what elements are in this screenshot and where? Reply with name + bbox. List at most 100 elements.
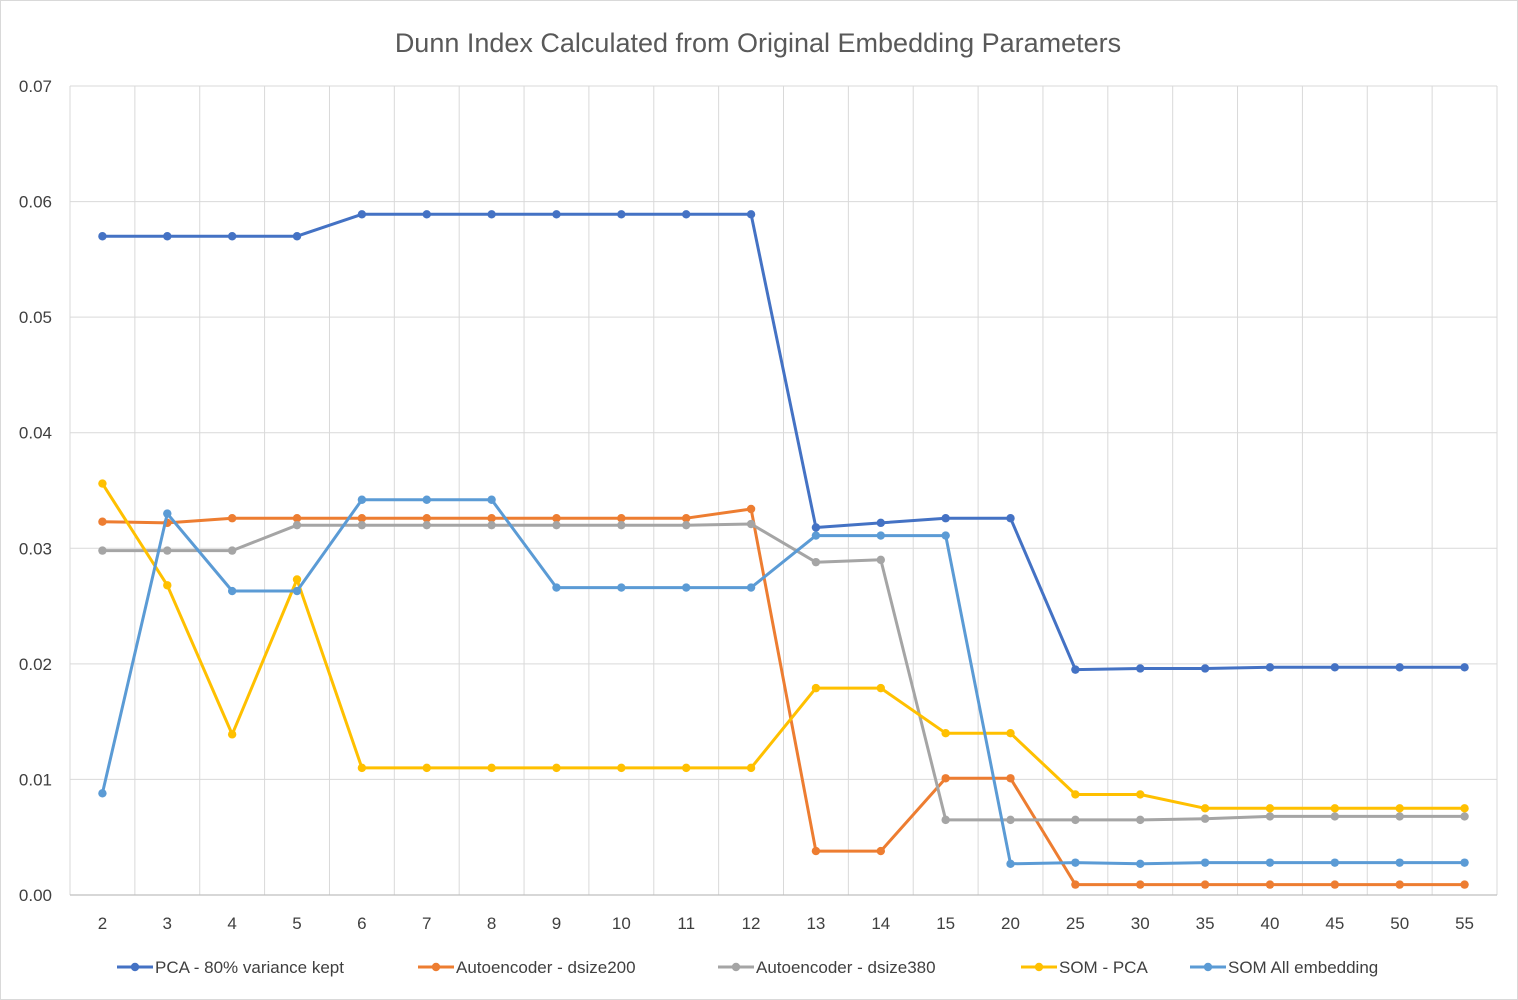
data-point <box>487 514 496 523</box>
legend-label: Autoencoder - dsize200 <box>456 958 636 977</box>
legend-swatch-marker <box>731 962 741 972</box>
data-point <box>1330 663 1340 672</box>
data-point <box>487 763 496 773</box>
data-point <box>487 495 496 504</box>
x-tick-label: 6 <box>357 914 366 933</box>
data-point <box>682 763 691 773</box>
data-point <box>552 514 561 523</box>
data-point <box>1265 663 1275 672</box>
data-point <box>1006 514 1015 523</box>
data-point <box>1006 774 1015 783</box>
series-4 <box>98 479 1469 813</box>
data-point <box>163 509 172 518</box>
data-point <box>1200 880 1210 889</box>
legend: PCA - 80% variance kept Autoencoder - dsi… <box>117 958 1378 977</box>
series-line <box>100 498 1465 866</box>
data-point <box>811 683 821 693</box>
gridlines <box>69 85 1498 895</box>
data-point <box>422 520 431 530</box>
data-point <box>292 232 302 241</box>
data-point <box>941 531 950 540</box>
data-point <box>357 520 367 530</box>
x-tick-label: 50 <box>1390 914 1409 933</box>
series-2 <box>98 504 1469 889</box>
data-point <box>617 514 626 523</box>
legend-label: Autoencoder - dsize380 <box>756 958 936 977</box>
data-point <box>357 763 367 773</box>
data-point <box>227 586 237 596</box>
data-point <box>422 495 431 504</box>
data-point <box>682 514 691 523</box>
data-point <box>1330 880 1340 889</box>
data-point <box>1136 859 1145 868</box>
y-tick-label: 0.05 <box>19 308 52 327</box>
data-point <box>746 504 756 514</box>
data-point <box>1460 663 1469 672</box>
legend-label: SOM - PCA <box>1059 958 1148 977</box>
legend-swatch-marker <box>431 962 441 972</box>
data-point <box>746 210 756 219</box>
data-point <box>876 531 885 540</box>
data-point <box>1200 858 1210 867</box>
data-point <box>1395 858 1404 867</box>
data-point <box>163 232 172 241</box>
data-point <box>1395 880 1404 889</box>
data-point <box>292 514 302 523</box>
data-point <box>811 557 821 567</box>
x-tick-label: 15 <box>936 914 955 933</box>
data-point <box>1200 804 1210 813</box>
data-point <box>487 520 496 530</box>
data-point <box>682 210 691 219</box>
chart-title: Dunn Index Calculated from Original Embe… <box>395 28 1121 58</box>
y-tick-label: 0.03 <box>19 539 52 558</box>
x-tick-label: 11 <box>677 914 695 933</box>
data-point <box>1136 815 1145 825</box>
data-point <box>357 495 367 504</box>
x-tick-label: 30 <box>1131 914 1150 933</box>
x-tick-label: 12 <box>742 914 761 933</box>
legend-entry: Autoencoder - dsize200 <box>418 958 636 977</box>
x-tick-label: 13 <box>806 914 825 933</box>
legend-entry: Autoencoder - dsize380 <box>718 958 936 977</box>
x-tick-label: 2 <box>98 914 107 933</box>
data-point <box>357 210 367 219</box>
y-tick-label: 0.01 <box>19 770 52 789</box>
data-point <box>941 514 950 523</box>
data-point <box>746 583 756 592</box>
data-point <box>98 479 107 488</box>
data-point <box>876 518 885 528</box>
data-point <box>1330 804 1340 813</box>
data-point <box>941 729 950 738</box>
data-point <box>746 763 756 773</box>
data-point <box>163 581 172 590</box>
x-tick-label: 14 <box>871 914 890 933</box>
data-point <box>1071 665 1080 674</box>
data-point <box>811 531 821 540</box>
data-point <box>1460 804 1469 813</box>
data-point <box>227 730 237 739</box>
x-tick-label: 10 <box>612 914 631 933</box>
data-point <box>1330 858 1340 867</box>
legend-swatch-marker <box>1203 962 1213 972</box>
data-point <box>98 232 107 241</box>
data-point <box>1136 790 1145 799</box>
x-tick-label: 55 <box>1455 914 1474 933</box>
data-point <box>1395 812 1404 821</box>
y-tick-label: 0.02 <box>19 655 52 674</box>
x-tick-label: 40 <box>1261 914 1280 933</box>
x-tick-label: 7 <box>422 914 431 933</box>
data-point <box>98 789 107 798</box>
data-point <box>292 520 302 530</box>
data-point <box>163 546 172 555</box>
data-point <box>746 519 756 529</box>
data-point <box>876 683 885 693</box>
x-tick-label: 8 <box>487 914 496 933</box>
legend-label: PCA - 80% variance kept <box>155 958 344 977</box>
x-tick-label: 9 <box>552 914 561 933</box>
legend-label: SOM All embedding <box>1228 958 1378 977</box>
data-point <box>98 546 107 555</box>
y-tick-label: 0.06 <box>19 193 52 212</box>
data-point <box>1071 790 1080 799</box>
data-point <box>1006 859 1015 868</box>
